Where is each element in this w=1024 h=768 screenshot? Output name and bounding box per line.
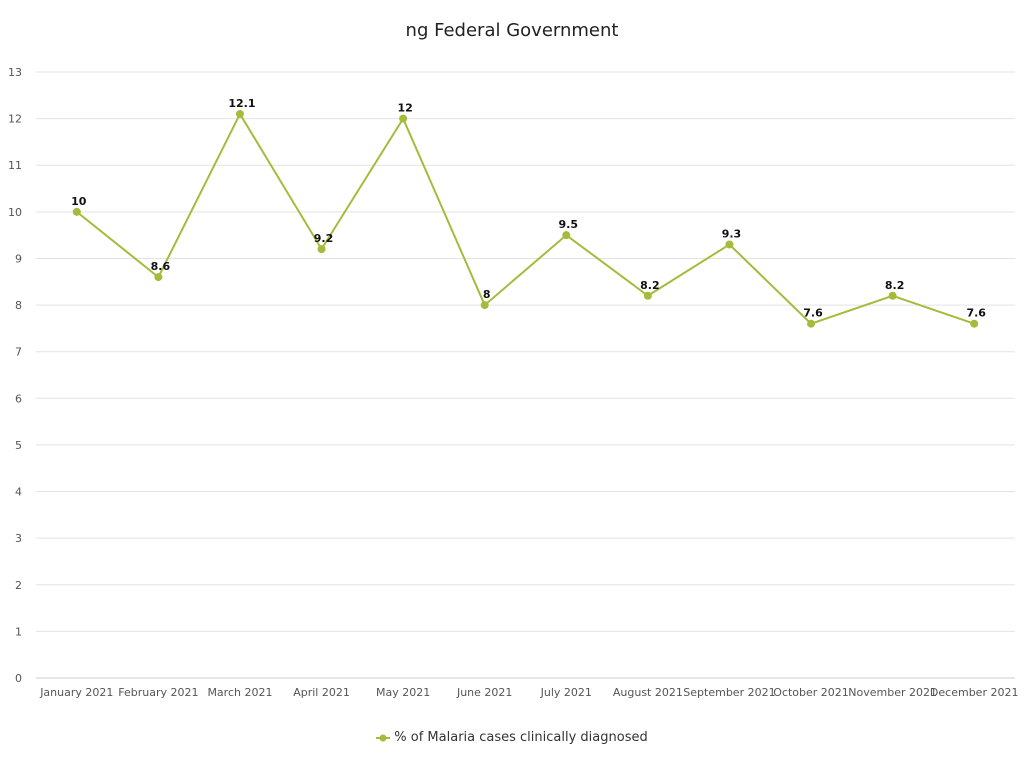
data-label: 12 (397, 102, 412, 115)
data-point (888, 291, 897, 300)
data-point (562, 231, 571, 240)
data-label: 9.2 (314, 232, 334, 245)
y-tick-label: 12 (8, 113, 22, 126)
x-tick-label: June 2021 (456, 686, 512, 699)
data-label: 9.5 (559, 218, 579, 231)
x-tick-label: July 2021 (540, 686, 592, 699)
y-tick-label: 2 (15, 579, 22, 592)
x-tick-label: September 2021 (683, 686, 775, 699)
y-tick-label: 6 (15, 392, 22, 405)
data-point (643, 291, 652, 300)
legend-marker-icon (376, 734, 391, 741)
data-label: 9.3 (722, 227, 742, 240)
series-line (76, 111, 975, 325)
y-tick-label: 10 (8, 206, 22, 219)
data-label: 8.2 (885, 279, 905, 292)
x-tick-label: May 2021 (376, 686, 430, 699)
y-tick-label: 9 (15, 252, 22, 265)
y-tick-label: 7 (15, 346, 22, 359)
data-label: 8.6 (151, 260, 171, 273)
data-label: 8.2 (640, 279, 660, 292)
data-point (725, 240, 734, 249)
data-point (154, 273, 163, 282)
data-point (399, 114, 408, 123)
x-tick-label: August 2021 (613, 686, 683, 699)
y-tick-label: 11 (8, 159, 22, 172)
data-point (235, 109, 244, 118)
legend-label: % of Malaria cases clinically diagnosed (394, 730, 648, 745)
chart-title: ng Federal Government (405, 20, 619, 41)
y-tick-label: 0 (15, 672, 22, 685)
data-label: 10 (71, 195, 87, 208)
x-tick-label: December 2021 (930, 686, 1019, 699)
y-tick-label: 8 (15, 299, 22, 312)
data-point (317, 245, 326, 254)
x-tick-label: March 2021 (207, 686, 272, 699)
legend-item[interactable]: % of Malaria cases clinically diagnosed (376, 730, 648, 745)
y-tick-label: 3 (15, 532, 22, 545)
data-point (807, 319, 816, 328)
y-tick-label: 13 (8, 66, 22, 79)
data-label: 12.1 (228, 97, 255, 110)
x-tick-label: April 2021 (293, 686, 350, 699)
data-label: 8 (483, 288, 491, 301)
data-point (480, 301, 489, 310)
data-label: 7.6 (966, 307, 986, 320)
y-tick-label: 1 (15, 625, 22, 638)
y-tick-label: 5 (15, 439, 22, 452)
data-point (970, 319, 979, 328)
x-tick-label: November 2021 (848, 686, 937, 699)
data-label: 7.6 (803, 307, 823, 320)
data-point (72, 207, 81, 216)
x-tick-label: February 2021 (118, 686, 198, 699)
y-tick-label: 4 (15, 486, 22, 499)
legend: % of Malaria cases clinically diagnosed (0, 730, 1024, 747)
x-tick-label: October 2021 (773, 686, 849, 699)
x-tick-label: January 2021 (39, 686, 113, 699)
